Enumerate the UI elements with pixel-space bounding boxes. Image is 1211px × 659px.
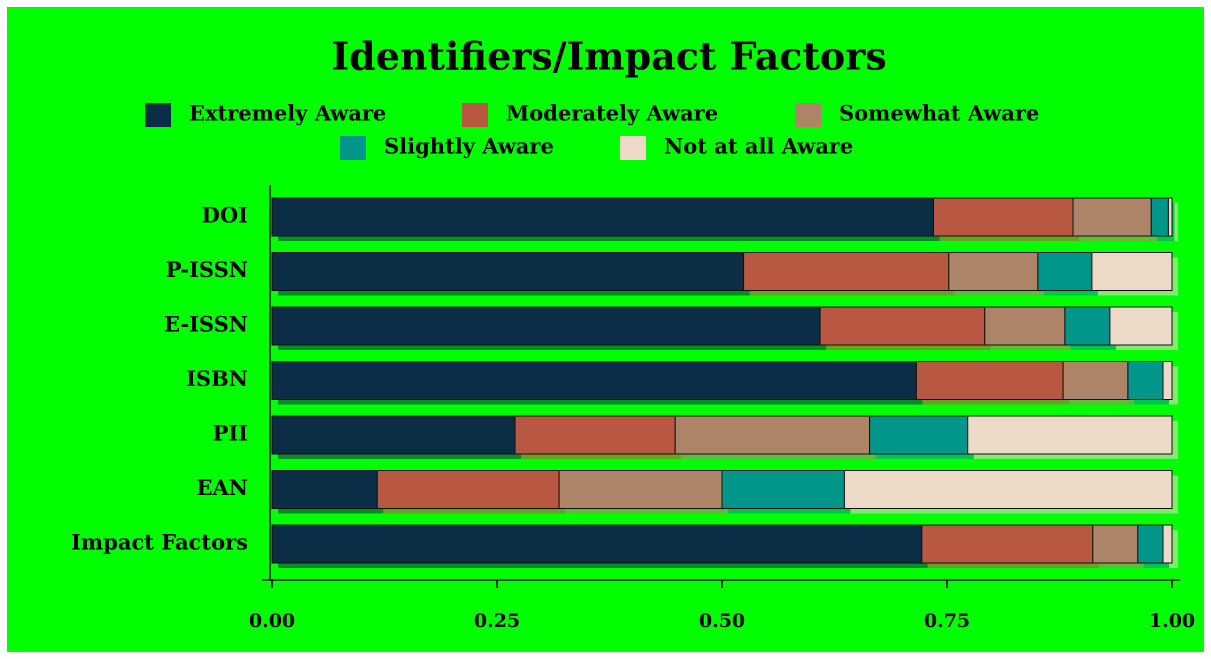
y-tick-label: P-ISSN [166, 257, 248, 282]
legend-swatch [340, 136, 366, 160]
legend-label: Extremely Aware [189, 101, 386, 126]
bar-segment [1167, 197, 1173, 237]
bar-segment [1162, 524, 1173, 564]
legend-swatch [462, 103, 488, 127]
legend-label: Moderately Aware [506, 101, 718, 126]
bar-segment [1062, 361, 1129, 400]
y-tick-label: Impact Factors [71, 530, 248, 555]
bar-segment [271, 306, 821, 346]
bar-segment [1137, 524, 1164, 564]
y-tick-label: EAN [197, 475, 249, 500]
bar-segment [984, 306, 1066, 346]
bar-segment [271, 197, 934, 237]
bar-segment [1127, 361, 1164, 400]
bar-segment [271, 252, 745, 291]
bar-segment [869, 415, 969, 455]
bar-segment [1091, 252, 1173, 291]
legend-swatch [795, 103, 821, 127]
bar-segment [1109, 306, 1173, 346]
bar-segment [1092, 524, 1139, 564]
chart-title: Identifiers/Impact Factors [331, 34, 886, 79]
y-tick-label: PII [213, 421, 248, 446]
bar-shadow [1169, 366, 1178, 405]
x-tick-label: 0.50 [699, 610, 745, 632]
legend-label: Not at all Aware [664, 134, 853, 159]
bar-segment [743, 252, 950, 291]
bar-segment [271, 415, 516, 455]
bar-segment [1150, 197, 1169, 237]
bar-segment [915, 361, 1064, 400]
legend-swatch [620, 136, 646, 160]
legend-label: Slightly Aware [384, 134, 554, 159]
legend-label: Somewhat Aware [839, 101, 1039, 126]
x-tick-label: 0.25 [474, 610, 520, 632]
bar-segment [933, 197, 1074, 237]
bar-segment [843, 470, 1173, 509]
bar-segment [271, 361, 917, 400]
bar-segment [948, 252, 1039, 291]
bar-segment [721, 470, 845, 509]
bar-shadow [1169, 530, 1178, 568]
bar-segment [376, 470, 560, 509]
x-tick-label: 1.00 [1149, 610, 1195, 632]
bar-segment [271, 524, 923, 564]
bar-segment [1072, 197, 1152, 237]
x-tick-label: 0.75 [924, 610, 970, 632]
bar-segment [967, 415, 1173, 455]
bar-segment [1064, 306, 1111, 346]
bar-segment [921, 524, 1094, 564]
bar-segment [1037, 252, 1093, 291]
bar-segment [819, 306, 986, 346]
bar-segment [1162, 361, 1173, 400]
bar-segment [514, 415, 676, 455]
x-tick-label: 0.00 [249, 610, 295, 632]
legend-swatch [145, 103, 171, 127]
bar-segment [271, 470, 378, 509]
y-tick-label: E-ISSN [164, 312, 248, 337]
bar-segment [674, 415, 871, 455]
bar-shadow [1174, 203, 1178, 241]
y-tick-label: ISBN [186, 366, 248, 391]
y-tick-label: DOI [202, 203, 248, 228]
bar-segment [558, 470, 723, 509]
